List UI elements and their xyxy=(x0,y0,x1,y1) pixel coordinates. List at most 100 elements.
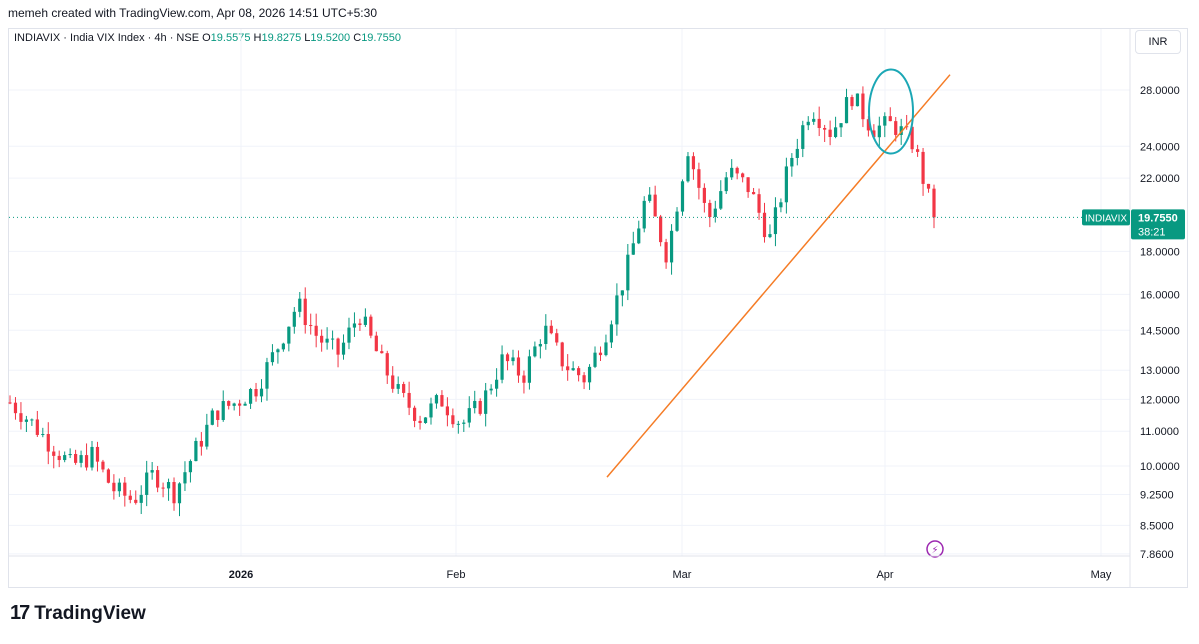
symbol-legend[interactable]: INDIAVIX · India VIX Index · 4h · NSE O1… xyxy=(14,32,401,44)
candle-body xyxy=(265,362,269,389)
price-axis: 28.0000 24.0000 22.0000 18.0000 16.0000 14.50… xyxy=(1129,29,1180,588)
candle-body xyxy=(702,187,706,203)
candle-body xyxy=(330,338,335,340)
candle-body xyxy=(894,121,898,135)
candle-body xyxy=(451,415,455,425)
candle-body xyxy=(877,125,881,138)
candle-body xyxy=(932,188,936,218)
price-tick-label: 18.0000 xyxy=(1140,246,1180,258)
candle-body xyxy=(347,327,351,343)
candle-body xyxy=(341,342,346,355)
candle-body xyxy=(484,390,488,414)
candle-body xyxy=(516,357,521,376)
candle-body xyxy=(462,422,466,424)
candle-body xyxy=(238,403,242,406)
candle-body xyxy=(511,357,515,362)
time-tick-label: Mar xyxy=(673,569,692,581)
candle-body xyxy=(823,127,827,130)
candle-body xyxy=(57,455,61,461)
price-tick-label: 24.0000 xyxy=(1140,141,1180,153)
candle-body xyxy=(899,126,903,135)
candle-body xyxy=(183,472,187,484)
candle-body xyxy=(150,470,154,473)
candle-body xyxy=(779,202,783,208)
tradingview-logo[interactable]: 17 TradingView xyxy=(10,602,146,625)
time-tick-label: Feb xyxy=(447,569,466,581)
candle-body xyxy=(642,200,646,229)
candle-body xyxy=(844,97,849,124)
candle-body xyxy=(407,392,411,408)
candle-body xyxy=(374,335,378,352)
candle-body xyxy=(221,401,225,420)
candle-body xyxy=(833,127,838,138)
candle-body xyxy=(522,375,526,383)
candle-body xyxy=(172,482,176,504)
close-value: 19.7550 xyxy=(361,32,401,44)
currency-button[interactable]: INR xyxy=(1135,30,1181,54)
candle-body xyxy=(527,356,532,383)
candle-body xyxy=(773,207,778,235)
candle-body xyxy=(402,384,406,393)
candle-body xyxy=(440,395,444,407)
candle-body xyxy=(320,335,324,343)
candle-body xyxy=(270,352,275,363)
candle-body xyxy=(538,343,542,347)
attribution-text: memeh created with TradingView.com, Apr … xyxy=(8,6,377,20)
candle-body xyxy=(281,343,285,350)
price-tick-label: 22.0000 xyxy=(1140,173,1180,185)
candle-body xyxy=(648,194,652,201)
high-key: H xyxy=(253,32,262,44)
candle-body xyxy=(817,118,821,128)
candle-body xyxy=(708,202,712,217)
candle-body xyxy=(259,388,264,397)
candle-body xyxy=(123,482,127,496)
candle-body xyxy=(177,483,182,504)
time-axis: 2026 Feb Mar Apr May xyxy=(9,555,1130,581)
open-key: O xyxy=(202,32,211,44)
candle-body xyxy=(910,126,914,150)
candle-body xyxy=(609,324,614,343)
symbol-badge xyxy=(1082,209,1130,226)
candle-body xyxy=(445,406,449,416)
candle-body xyxy=(500,354,504,380)
bar-countdown: 38:21 xyxy=(1138,226,1166,238)
candle-body xyxy=(598,352,603,356)
candle-body xyxy=(620,290,624,296)
candle-body xyxy=(309,325,313,327)
candle-body xyxy=(292,311,296,327)
candle-body xyxy=(866,119,870,131)
symbol-badge-label: INDIAVIX xyxy=(1085,213,1127,224)
time-tick-label: Apr xyxy=(876,569,893,581)
candle-body xyxy=(325,338,329,343)
candle-body xyxy=(680,181,685,212)
candle-body xyxy=(74,454,78,463)
candle-body xyxy=(188,461,193,473)
last-price-badge xyxy=(1131,209,1185,240)
candle-body xyxy=(478,400,482,414)
candle-body xyxy=(505,354,510,362)
chart-frame[interactable] xyxy=(8,28,1188,588)
candlestick-series xyxy=(8,86,936,517)
candle-body xyxy=(675,211,679,231)
candle-body xyxy=(883,116,887,126)
candle-body xyxy=(106,469,111,483)
candle-body xyxy=(303,298,307,326)
candle-body xyxy=(412,407,417,421)
candle-body xyxy=(861,93,865,120)
candle-body xyxy=(713,208,717,217)
candle-body xyxy=(549,325,553,334)
candle-body xyxy=(724,177,728,192)
candle-body xyxy=(429,403,433,418)
candle-body xyxy=(746,177,750,193)
candle-body xyxy=(664,242,668,263)
candle-body xyxy=(139,494,143,503)
last-price-value: 19.7550 xyxy=(1138,212,1178,224)
annotations: ⚡ xyxy=(606,68,951,558)
candle-body xyxy=(577,368,581,376)
highlight-circle xyxy=(868,68,914,155)
candle-body xyxy=(669,230,674,263)
candle-body xyxy=(117,482,121,492)
candle-body xyxy=(921,151,925,184)
candle-body xyxy=(205,424,209,447)
